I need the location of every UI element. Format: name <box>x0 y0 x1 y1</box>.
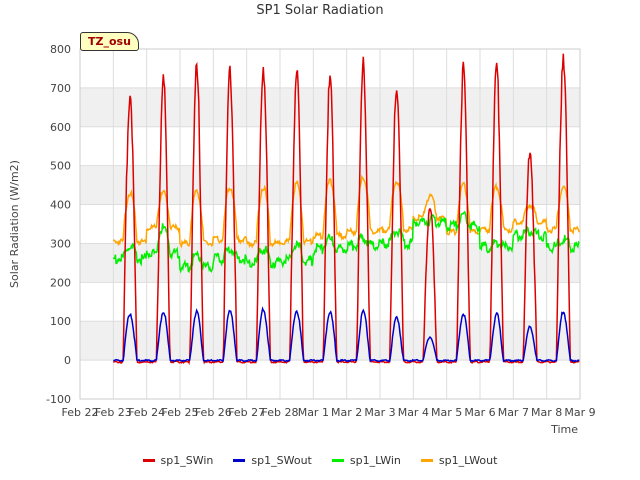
axes <box>79 48 581 400</box>
legend: sp1_SWin sp1_SWout sp1_LWin sp1_LWout <box>0 454 640 467</box>
grid-band <box>80 321 580 361</box>
legend-swatch-swin <box>142 459 155 462</box>
legend-item-lwin: sp1_LWin <box>331 454 401 467</box>
x-axis-label: Time <box>550 423 578 436</box>
x-tick-label: Feb 22 <box>62 406 99 419</box>
grid-band <box>80 243 580 283</box>
x-tick-label: Mar 6 <box>464 406 495 419</box>
legend-item-swin: sp1_SWin <box>142 454 214 467</box>
x-tick-label: Feb 23 <box>95 406 132 419</box>
x-tick-label: Mar 7 <box>498 406 529 419</box>
x-tick-label: Feb 25 <box>162 406 199 419</box>
y-tick-labels: -100 0 100 200 300 400 500 600 700 800 <box>46 43 71 406</box>
timezone-badge: TZ_osu <box>80 32 139 51</box>
legend-label-swin: sp1_SWin <box>160 454 214 467</box>
legend-label-lwout: sp1_LWout <box>438 454 498 467</box>
legend-swatch-swout <box>233 459 246 462</box>
legend-label-swout: sp1_SWout <box>251 454 312 467</box>
y-tick-label: 100 <box>50 315 71 328</box>
y-tick-label: 0 <box>64 354 71 367</box>
legend-item-lwout: sp1_LWout <box>420 454 498 467</box>
x-tick-label: Feb 27 <box>228 406 265 419</box>
x-tick-label: Mar 8 <box>531 406 562 419</box>
x-tick-label: Mar 4 <box>398 406 429 419</box>
x-tick-label: Mar 5 <box>431 406 462 419</box>
x-tick-label: Feb 24 <box>128 406 165 419</box>
y-tick-label: 200 <box>50 276 71 289</box>
y-axis-label: Solar Radiation (W/m2) <box>8 160 21 288</box>
grid-band <box>80 165 580 205</box>
chart-title: SP1 Solar Radiation <box>256 3 384 18</box>
x-tick-label: Mar 1 <box>298 406 329 419</box>
y-tick-label: 500 <box>50 160 71 173</box>
legend-item-swout: sp1_SWout <box>233 454 312 467</box>
y-tick-label: 800 <box>50 43 71 56</box>
x-tick-label: Feb 28 <box>262 406 299 419</box>
y-tick-label: 400 <box>50 199 71 212</box>
x-tick-label: Feb 26 <box>195 406 232 419</box>
legend-label-lwin: sp1_LWin <box>349 454 401 467</box>
series-line-sp1-swout <box>113 306 580 363</box>
y-tick-label: 700 <box>50 82 71 95</box>
legend-swatch-lwin <box>331 459 344 462</box>
legend-swatch-lwout <box>420 459 433 462</box>
y-tick-label: 600 <box>50 121 71 134</box>
series-line-sp1-lwout <box>112 174 581 249</box>
y-tick-label: 300 <box>50 237 71 250</box>
y-tick-label: -100 <box>46 393 71 406</box>
x-tick-label: Mar 9 <box>564 406 595 419</box>
plot-frame <box>79 48 581 400</box>
grid-bands <box>80 49 580 399</box>
series-layer <box>112 53 581 366</box>
x-tick-label: Mar 2 <box>331 406 362 419</box>
grid-band <box>80 87 580 127</box>
series-line-sp1-swin <box>113 53 580 366</box>
x-tick-label: Mar 3 <box>364 406 395 419</box>
